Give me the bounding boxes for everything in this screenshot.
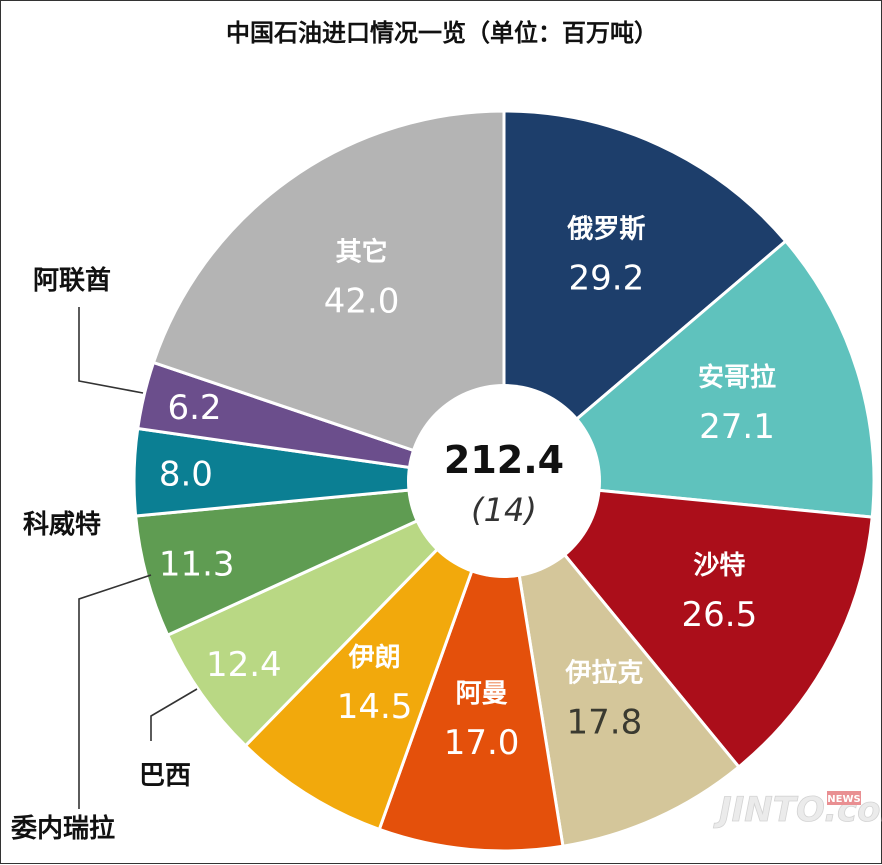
slice-label-其它: 其它 — [336, 237, 388, 268]
watermark-badge: NEWS — [827, 794, 860, 805]
slice-label-俄罗斯: 俄罗斯 — [566, 214, 645, 244]
slice-value-其它: 42.0 — [324, 282, 400, 322]
slice-label-伊朗: 伊朗 — [348, 643, 401, 673]
slice-value-科威特: 8.0 — [159, 455, 213, 495]
slice-value-沙特: 26.5 — [682, 595, 758, 635]
slice-value-巴西: 12.4 — [206, 645, 282, 685]
slice-伊朗 — [243, 479, 506, 832]
callout-label-科威特: 科威特 — [23, 509, 101, 540]
center-hole — [407, 384, 601, 578]
slice-value-阿曼: 17.0 — [444, 723, 520, 763]
slice-label-阿曼: 阿曼 — [456, 679, 508, 709]
slice-label-沙特: 沙特 — [693, 550, 745, 581]
callout-label-委内瑞拉: 委内瑞拉 — [11, 813, 115, 844]
slice-group — [132, 109, 876, 853]
callout-line-阿联酋 — [78, 307, 144, 394]
chart-title: 中国石油进口情况一览（单位：百万吨） — [226, 19, 658, 47]
slice-label-伊拉克: 伊拉克 — [564, 658, 643, 689]
slice-伊拉克 — [501, 475, 741, 848]
slice-value-俄罗斯: 29.2 — [569, 258, 645, 298]
slice-value-安哥拉: 27.1 — [699, 407, 775, 447]
slice-安哥拉 — [500, 239, 876, 519]
callout-line-委内瑞拉 — [78, 574, 152, 809]
slice-沙特 — [500, 479, 874, 770]
slice-value-阿联酋: 6.2 — [167, 388, 221, 428]
slice-俄罗斯 — [502, 109, 788, 485]
slice-label-安哥拉: 安哥拉 — [698, 362, 776, 393]
callout-label-阿联酋: 阿联酋 — [33, 265, 111, 296]
center-note: (14) — [471, 491, 537, 529]
callout-line-巴西 — [150, 688, 198, 741]
slice-其它 — [151, 109, 506, 484]
callout-label-巴西: 巴西 — [139, 761, 191, 791]
slice-巴西 — [165, 479, 506, 748]
watermark-logo: JINTO.com NEWS — [713, 790, 882, 831]
slice-value-伊朗: 14.5 — [337, 687, 413, 727]
slice-value-伊拉克: 17.8 — [567, 703, 643, 743]
slice-value-委内瑞拉: 11.3 — [159, 545, 235, 585]
center-total: 212.4 — [444, 438, 564, 482]
label-group: 俄罗斯 29.2 安哥拉 27.1 沙特 26.5 伊拉克 17.8 阿曼 17.0 伊朗 14.5 1… — [159, 214, 776, 763]
